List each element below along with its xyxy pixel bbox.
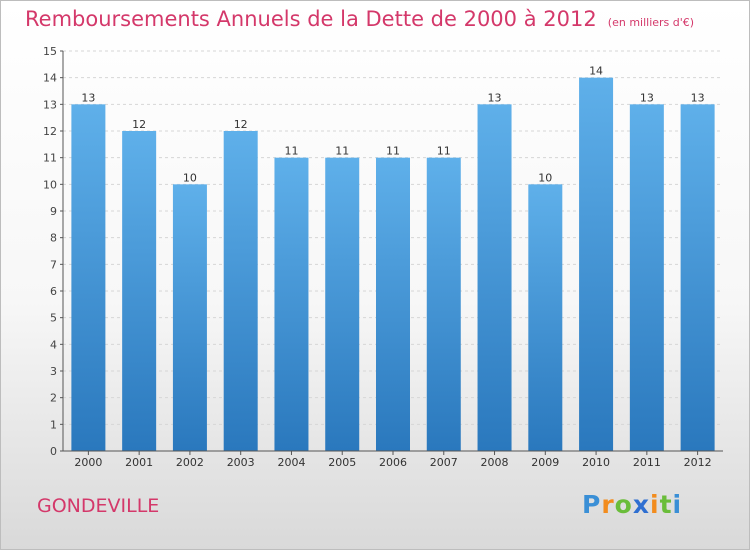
x-tick-label: 2009 (531, 456, 559, 469)
bar-2000 (71, 104, 106, 451)
data-label: 11 (335, 145, 349, 158)
x-tick-label: 2011 (633, 456, 661, 469)
y-tick-label: 14 (43, 72, 57, 85)
bar-2010 (579, 77, 614, 452)
data-label: 14 (589, 65, 603, 78)
bar-2007 (426, 157, 461, 451)
data-label: 11 (284, 145, 298, 158)
y-tick-label: 4 (50, 338, 57, 351)
bar-2011 (629, 104, 664, 451)
x-tick-label: 2005 (328, 456, 356, 469)
bar-2003 (223, 131, 258, 451)
bar-2002 (172, 184, 207, 452)
logo-letter: i (650, 490, 660, 519)
bar-2005 (325, 157, 360, 451)
x-tick-label: 2012 (684, 456, 712, 469)
x-tick-label: 2007 (430, 456, 458, 469)
x-tick-label: 2004 (277, 456, 305, 469)
y-tick-label: 8 (50, 232, 57, 245)
x-tick-label: 2002 (176, 456, 204, 469)
y-tick-label: 15 (43, 45, 57, 58)
data-label: 13 (691, 91, 705, 104)
data-label: 11 (386, 145, 400, 158)
place-name: GONDEVILLE (37, 495, 160, 517)
proxiti-logo: Proxiti (582, 490, 682, 519)
data-label: 13 (640, 91, 654, 104)
data-label: 12 (234, 118, 248, 131)
bars (71, 77, 715, 452)
x-tick-label: 2010 (582, 456, 610, 469)
labels: 0123456789101112131415200013200112200210… (43, 45, 712, 469)
data-label: 13 (81, 91, 95, 104)
bar-2012 (680, 104, 715, 451)
unit-label: (en milliers d'€) (607, 16, 695, 29)
y-tick-label: 10 (43, 178, 57, 191)
x-tick-label: 2008 (481, 456, 509, 469)
logo-letter: o (614, 490, 633, 519)
logo-letter: i (672, 490, 683, 519)
x-tick-label: 2001 (125, 456, 153, 469)
logo-letter: t (659, 490, 673, 519)
y-tick-label: 6 (50, 285, 57, 298)
chart-title-block: Remboursements Annuels de la Dette de 20… (25, 7, 694, 31)
axes (60, 50, 723, 455)
y-tick-label: 7 (50, 258, 57, 271)
bar-2004 (274, 157, 309, 451)
bar-2006 (376, 157, 410, 451)
bar-2008 (477, 104, 512, 451)
data-label: 11 (437, 145, 451, 158)
y-tick-label: 3 (50, 365, 57, 378)
y-tick-label: 12 (43, 125, 57, 138)
x-tick-label: 2006 (379, 456, 407, 469)
y-tick-label: 1 (50, 418, 57, 431)
x-tick-label: 2003 (227, 456, 255, 469)
y-tick-label: 0 (50, 445, 57, 458)
bar-2009 (528, 184, 563, 452)
y-tick-label: 2 (50, 392, 57, 405)
data-label: 13 (488, 91, 502, 104)
data-label: 10 (538, 171, 552, 184)
bar-2001 (122, 131, 157, 451)
y-tick-label: 11 (43, 152, 57, 165)
data-label: 12 (132, 118, 146, 131)
y-tick-label: 9 (50, 205, 57, 218)
data-label: 10 (183, 171, 197, 184)
y-tick-label: 5 (50, 312, 57, 325)
y-tick-label: 13 (43, 98, 57, 111)
logo-letter: P (582, 490, 602, 519)
logo-letter: r (601, 490, 615, 519)
x-tick-label: 2000 (74, 456, 102, 469)
chart-title: Remboursements Annuels de la Dette de 20… (25, 7, 597, 31)
logo-letter: x (632, 490, 650, 519)
